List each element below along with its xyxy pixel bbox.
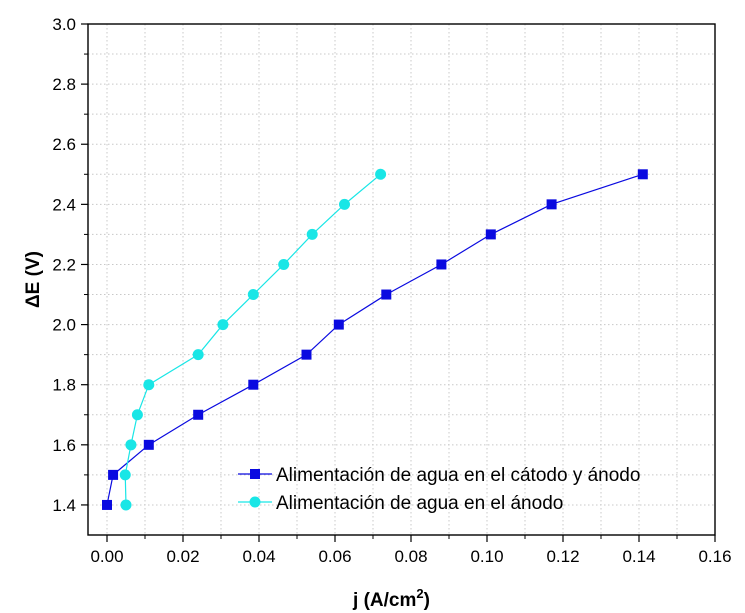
series-line — [124, 173, 381, 505]
grid-lines — [88, 23, 716, 535]
legend: Alimentación de agua en el cátodo y ánod… — [238, 465, 640, 514]
x-tick-label: 0.02 — [166, 547, 199, 566]
y-tick-label: 2.6 — [52, 135, 76, 154]
data-point — [637, 169, 648, 180]
data-point — [131, 409, 143, 421]
x-tick-label: 0.00 — [90, 547, 123, 566]
data-point — [217, 319, 229, 331]
series-layer — [102, 168, 648, 511]
data-point — [301, 349, 312, 360]
data-point — [193, 409, 204, 420]
data-point — [546, 199, 557, 210]
data-point — [306, 228, 318, 240]
data-point — [381, 289, 392, 300]
y-tick-label: 2.0 — [52, 316, 76, 335]
y-tick-label: 1.4 — [52, 496, 76, 515]
data-point — [248, 379, 259, 390]
data-point — [192, 349, 204, 361]
data-point — [247, 289, 259, 301]
data-point — [143, 439, 154, 450]
data-point — [436, 259, 447, 270]
data-point — [102, 499, 112, 510]
legend-label: Alimentación de agua en el ánodo — [276, 493, 563, 514]
x-tick-label: 0.10 — [470, 547, 503, 566]
legend-entry: Alimentación de agua en el ánodo — [238, 493, 563, 514]
legend-marker — [249, 496, 261, 508]
x-tick-label: 0.06 — [318, 547, 351, 566]
legend-label: Alimentación de agua en el cátodo y ánod… — [276, 465, 640, 486]
y-tick-label: 3.0 — [52, 15, 76, 34]
y-tick-label: 2.8 — [52, 75, 76, 94]
x-tick-label: 0.08 — [394, 547, 427, 566]
x-tick-label: 0.12 — [546, 547, 579, 566]
data-point — [339, 198, 350, 210]
x-axis-title-tail: ) — [424, 590, 430, 611]
data-point — [119, 469, 131, 481]
x-axis-title-main: j (A/cm — [352, 590, 416, 611]
x-axis-title-superscript: 2 — [416, 586, 423, 601]
y-axis-title: ΔE (V) — [23, 251, 44, 308]
y-tick-label: 1.6 — [52, 436, 76, 455]
x-tick-label: 0.14 — [622, 547, 655, 566]
x-tick-label: 0.16 — [698, 547, 731, 566]
series-1 — [102, 169, 648, 510]
y-tick-label: 1.8 — [52, 376, 76, 395]
data-point — [333, 319, 344, 330]
y-tick-label: 2.2 — [52, 255, 76, 274]
legend-entry: Alimentación de agua en el cátodo y ánod… — [238, 465, 640, 486]
data-point — [485, 229, 496, 240]
data-point — [108, 469, 119, 480]
series-line — [106, 173, 643, 506]
x-axis-title: j (A/cm2) — [352, 586, 430, 611]
x-tick-label: 0.04 — [242, 547, 275, 566]
data-point — [375, 168, 387, 180]
data-point — [278, 258, 290, 270]
plot-frame — [87, 23, 716, 536]
data-point — [120, 499, 132, 511]
data-point — [125, 439, 137, 451]
legend-marker — [250, 469, 260, 479]
axis-ticks: 0.00 0.02 0.04 0.06 0.08 0.10 0.12 0.14 0.16 1.4 1… — [52, 15, 731, 566]
series-2 — [119, 168, 387, 511]
data-point — [143, 379, 155, 391]
y-tick-label: 2.4 — [52, 195, 76, 214]
